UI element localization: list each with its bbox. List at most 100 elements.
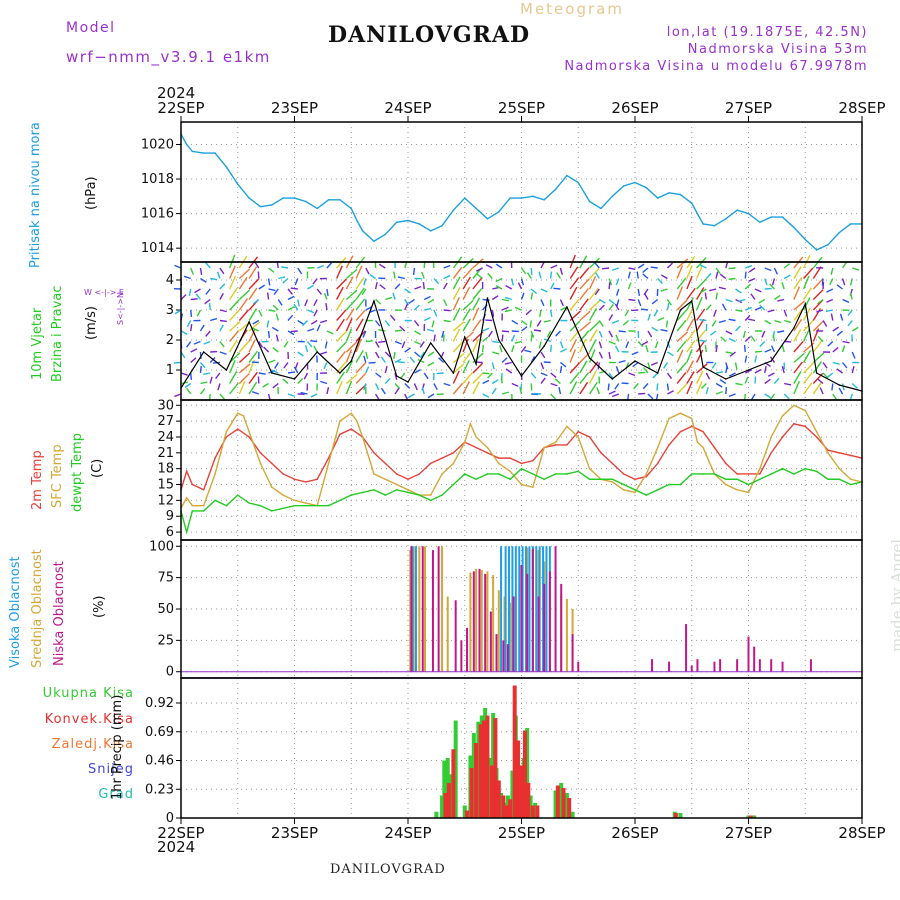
wind-vector (254, 261, 260, 269)
temp-data-point (793, 404, 795, 407)
temp-data-point (384, 494, 387, 496)
wind-vector (769, 393, 776, 401)
cloud-bar (521, 546, 524, 672)
wind-vector (530, 292, 534, 300)
wind-vector (511, 330, 519, 333)
temp-data-point (656, 462, 659, 465)
cloud-bar (480, 570, 483, 672)
cloud-bar (454, 600, 457, 672)
temp-data-point (293, 499, 296, 502)
wind-vector (336, 341, 347, 353)
precip-bar (673, 813, 678, 818)
precip-bar (489, 765, 494, 818)
temp-data-point (475, 446, 477, 449)
wind-vector (614, 303, 620, 311)
wind-vector (764, 393, 772, 399)
x-tick-label-bottom: 28SEP (838, 824, 885, 842)
wind-vector (546, 330, 552, 338)
precip-bar (478, 724, 483, 818)
wind-vector (180, 372, 188, 376)
wind-vector (501, 330, 510, 333)
cloud-bar (424, 546, 427, 672)
temp-data-point (702, 473, 704, 475)
wind-vector (316, 288, 323, 295)
y-tick-label: 0.69 (145, 725, 174, 740)
temp-data-point (486, 473, 489, 475)
temp-data-point (634, 489, 636, 491)
pressure-data-point (622, 185, 625, 187)
wind-vector (323, 292, 328, 300)
wind-vector (839, 313, 844, 321)
wind-vector (287, 306, 295, 311)
wind-vector (607, 383, 610, 391)
wind-vector (569, 286, 578, 300)
wind-vector (345, 299, 357, 311)
pressure-data-point (668, 192, 670, 194)
wind-vector (216, 271, 221, 279)
temp-data-point (486, 452, 489, 454)
pressure-data-point (827, 243, 829, 246)
wind-data-point (747, 369, 750, 371)
temp-data-point (339, 433, 341, 436)
wind-vector (238, 298, 249, 311)
pressure-data-point (305, 200, 307, 203)
wind-vector (414, 369, 421, 374)
wind-vector (238, 373, 250, 384)
wind-vector (615, 334, 620, 342)
wind-vector (849, 292, 853, 300)
wind-vector (238, 341, 250, 353)
y-tick-label: 27 (157, 414, 174, 429)
temp-data-point (611, 478, 614, 481)
temp-data-point (622, 483, 625, 486)
cloud-bar (478, 568, 481, 672)
wind-vector (219, 309, 227, 313)
wind-vector (550, 264, 558, 269)
wind-vector (725, 365, 728, 374)
cloud-bar (538, 546, 541, 672)
wind-vector (851, 351, 856, 359)
wind-vector (744, 376, 749, 384)
temp-data-point (248, 502, 250, 504)
wind-vector (842, 298, 850, 303)
wind-vector (355, 350, 364, 363)
wind-vector (764, 278, 768, 286)
temp-data-point (327, 504, 330, 507)
wind-vector (748, 277, 756, 282)
wind-vector (409, 356, 416, 363)
wind-vector (355, 309, 366, 321)
wind-vector (443, 382, 451, 387)
temp-data-point (566, 473, 568, 475)
cloud-bar (542, 546, 545, 672)
wind-data-point (202, 351, 205, 353)
wind-vector (499, 345, 503, 353)
wind-vector (394, 387, 400, 395)
wind-vector (482, 327, 490, 332)
wind-vector (540, 372, 548, 377)
wind-vector (271, 369, 279, 374)
temp-data-point (827, 478, 829, 481)
wind-vector (579, 321, 591, 332)
wind-vector (543, 319, 551, 323)
wind-vector (248, 371, 258, 384)
wind-vector (832, 393, 838, 401)
wind-vector (771, 278, 776, 286)
wind-vector (326, 387, 330, 395)
wind-vector (215, 372, 221, 379)
wind-vector (336, 297, 345, 311)
temp-data-point (747, 483, 750, 486)
wind-vector (229, 371, 238, 384)
wind-vector (345, 349, 353, 363)
cloud-bar (758, 659, 761, 672)
wind-vector (758, 298, 766, 304)
cloud-bar (565, 598, 568, 672)
wind-vector (472, 372, 484, 384)
wind-vector (394, 383, 401, 390)
pressure-data-point (339, 198, 341, 201)
wind-vector (754, 288, 762, 293)
temp-data-point (259, 462, 262, 465)
cloud-bar (500, 546, 503, 672)
wind-vector (310, 340, 318, 343)
precip-bar (559, 783, 564, 818)
wind-vector (375, 372, 382, 378)
